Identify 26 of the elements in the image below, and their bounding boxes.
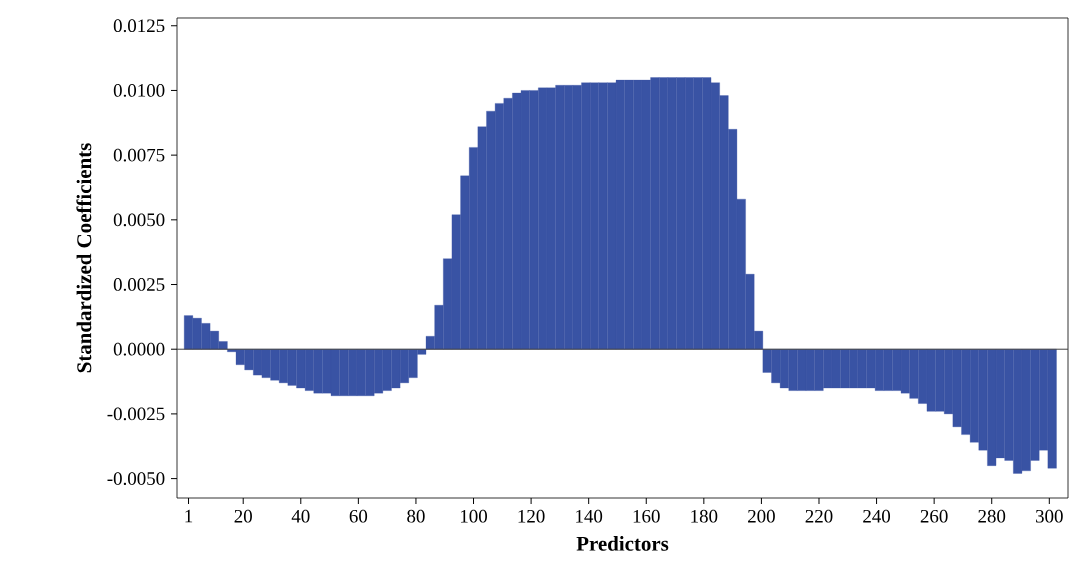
x-tick-label: 120 [518, 509, 545, 523]
x-tick-label: 160 [633, 509, 660, 523]
y-tick-label: -0.0050 [107, 472, 165, 486]
y-tick-label: -0.0025 [107, 407, 165, 421]
x-tick-label: 280 [978, 509, 1006, 523]
y-tick-label: 0.0025 [113, 278, 165, 291]
x-tick-label: 220 [805, 509, 833, 523]
y-tick-label: 0.0075 [113, 148, 165, 162]
y-axis-title: Standardized Coefficients [76, 143, 92, 373]
x-tick-label: 100 [460, 509, 487, 523]
x-tick-label: 240 [863, 509, 891, 523]
x-tick-label: 40 [291, 509, 310, 523]
x-tick-label: 180 [691, 509, 718, 523]
y-tick-label: 0.0125 [113, 19, 165, 33]
x-tick-label: 200 [748, 509, 775, 523]
x-tick-label: 260 [920, 509, 948, 523]
y-tick-label: 0.0000 [113, 342, 165, 356]
x-tick-label: 1 [185, 509, 193, 523]
y-tick-label: 0.0100 [113, 84, 165, 97]
x-tick-label: 140 [576, 509, 603, 523]
x-tick-label: 80 [407, 509, 425, 523]
x-tick-label: 20 [234, 509, 252, 523]
x-axis-title: Predictors [576, 536, 669, 551]
x-tick-label: 60 [349, 509, 368, 523]
x-tick-label: 300 [1036, 509, 1063, 523]
y-tick-label: 0.0050 [113, 213, 165, 227]
